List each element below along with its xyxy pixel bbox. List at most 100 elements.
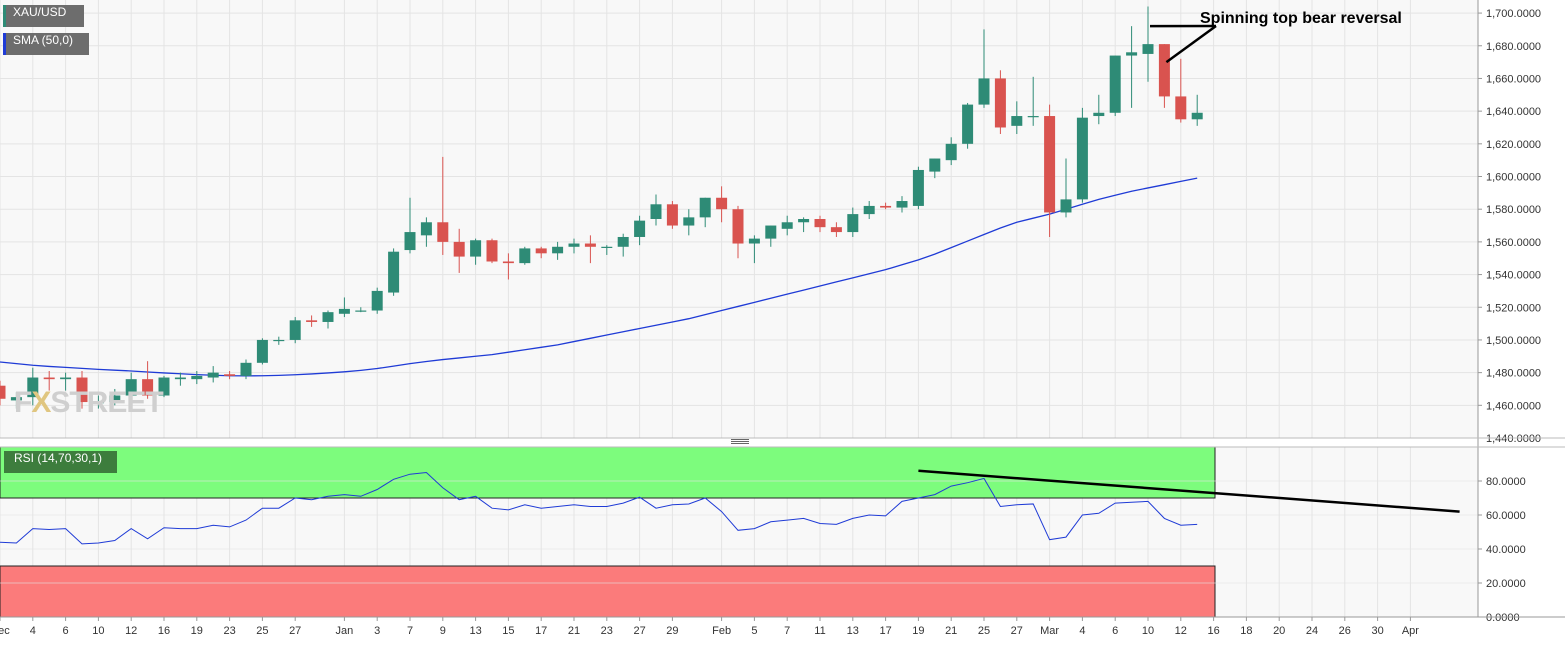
xtick-label: 20 xyxy=(1273,625,1285,637)
candle-body xyxy=(323,312,334,322)
candle-up xyxy=(372,288,383,314)
candle-body xyxy=(519,248,530,263)
xtick-label: 26 xyxy=(1339,625,1351,637)
candle-body xyxy=(979,78,990,104)
xtick-label: 4 xyxy=(30,625,36,637)
candle-body xyxy=(421,222,432,235)
legend-sma[interactable]: SMA (50,0) xyxy=(3,33,89,55)
main-ytick-label: 1,520.0000 xyxy=(1486,302,1541,314)
candle-up xyxy=(1077,108,1088,203)
candle-body xyxy=(290,320,301,340)
main-ytick-label: 1,600.0000 xyxy=(1486,172,1541,184)
pane-resize-grip-line[interactable] xyxy=(731,443,749,444)
legend-xauusd-swatch xyxy=(3,5,6,27)
pane-resize-grip-line[interactable] xyxy=(731,441,749,442)
candle-body xyxy=(372,291,383,311)
candle-body xyxy=(897,201,908,208)
watermark-f: F xyxy=(14,386,31,419)
candle-body xyxy=(273,340,284,341)
candle-body xyxy=(683,217,694,225)
candle-body xyxy=(1077,118,1088,200)
xtick-label: 27 xyxy=(289,625,301,637)
candle-body xyxy=(815,219,826,227)
xtick-label: 25 xyxy=(978,625,990,637)
rsi-ytick-label: 40.0000 xyxy=(1486,544,1526,556)
legend-xauusd[interactable]: XAU/USD xyxy=(3,5,84,27)
pane-resize-grip-line[interactable] xyxy=(731,439,749,440)
candle-body xyxy=(44,378,55,380)
candle-body xyxy=(241,363,252,376)
candle-body xyxy=(503,261,514,263)
candle-body xyxy=(1044,116,1055,212)
xtick-label: 13 xyxy=(469,625,481,637)
xtick-label: 25 xyxy=(256,625,268,637)
candle-body xyxy=(60,378,71,380)
main-ytick-label: 1,660.0000 xyxy=(1486,73,1541,85)
legend-rsi[interactable]: RSI (14,70,30,1) xyxy=(4,451,117,473)
xtick-label: 9 xyxy=(440,625,446,637)
candle-body xyxy=(962,105,973,144)
candle-body xyxy=(618,237,629,247)
xtick-label: 29 xyxy=(666,625,678,637)
xtick-label: 27 xyxy=(633,625,645,637)
candle-body xyxy=(306,320,317,322)
candle-body xyxy=(388,252,399,293)
main-ytick-label: 1,480.0000 xyxy=(1486,368,1541,380)
candle-body xyxy=(1159,44,1170,96)
xtick-label: 7 xyxy=(407,625,413,637)
xtick-label: Jan xyxy=(336,625,354,637)
candle-body xyxy=(1028,116,1039,117)
candle-body xyxy=(634,221,645,237)
candle-down xyxy=(667,201,678,229)
xtick-label: 12 xyxy=(125,625,137,637)
xtick-label: 10 xyxy=(1142,625,1154,637)
legend-sma-swatch xyxy=(3,33,6,55)
candle-body xyxy=(339,309,350,314)
xtick-label: Apr xyxy=(1402,625,1419,637)
candle-body xyxy=(355,311,366,312)
xtick-label: 6 xyxy=(1112,625,1118,637)
xtick-label: 23 xyxy=(223,625,235,637)
candle-body xyxy=(946,144,957,160)
fxstreet-watermark: FXSTREET xyxy=(14,386,163,420)
xtick-label: 18 xyxy=(1240,625,1252,637)
candle-down xyxy=(995,70,1006,134)
candle-up xyxy=(257,338,268,364)
xtick-label: 19 xyxy=(191,625,203,637)
xtick-label: 3 xyxy=(374,625,380,637)
candle-body xyxy=(1061,199,1072,212)
rsi-ytick-label: 0.0000 xyxy=(1486,612,1520,624)
candle-body xyxy=(765,226,776,239)
candle-body xyxy=(995,78,1006,127)
xtick-label: Mar xyxy=(1040,625,1059,637)
candle-body xyxy=(1143,44,1154,54)
candle-body xyxy=(1110,56,1121,113)
legend-rsi-label: RSI (14,70,30,1) xyxy=(14,451,102,465)
candle-up xyxy=(290,317,301,343)
candle-body xyxy=(601,247,612,248)
xtick-label: 30 xyxy=(1371,625,1383,637)
candle-up xyxy=(1110,56,1121,116)
candle-body xyxy=(191,376,202,379)
xtick-label: 17 xyxy=(879,625,891,637)
candle-body xyxy=(880,206,891,208)
candle-body xyxy=(1192,113,1203,120)
watermark-x: X xyxy=(31,386,50,419)
xtick-label: 16 xyxy=(1207,625,1219,637)
candle-body xyxy=(224,374,235,376)
xtick-label: 23 xyxy=(601,625,613,637)
xtick-label: 10 xyxy=(92,625,104,637)
main-ytick-label: 1,680.0000 xyxy=(1486,41,1541,53)
candle-up xyxy=(962,103,973,149)
xtick-label: 17 xyxy=(535,625,547,637)
xtick-label: Dec xyxy=(0,625,10,637)
candle-body xyxy=(700,198,711,218)
rsi-oversold-zone xyxy=(0,566,1215,617)
candle-body xyxy=(536,248,547,253)
candle-body xyxy=(1093,113,1104,116)
candle-body xyxy=(716,198,727,209)
candle-body xyxy=(1175,96,1186,119)
candle-body xyxy=(552,247,563,254)
candle-body xyxy=(651,204,662,219)
